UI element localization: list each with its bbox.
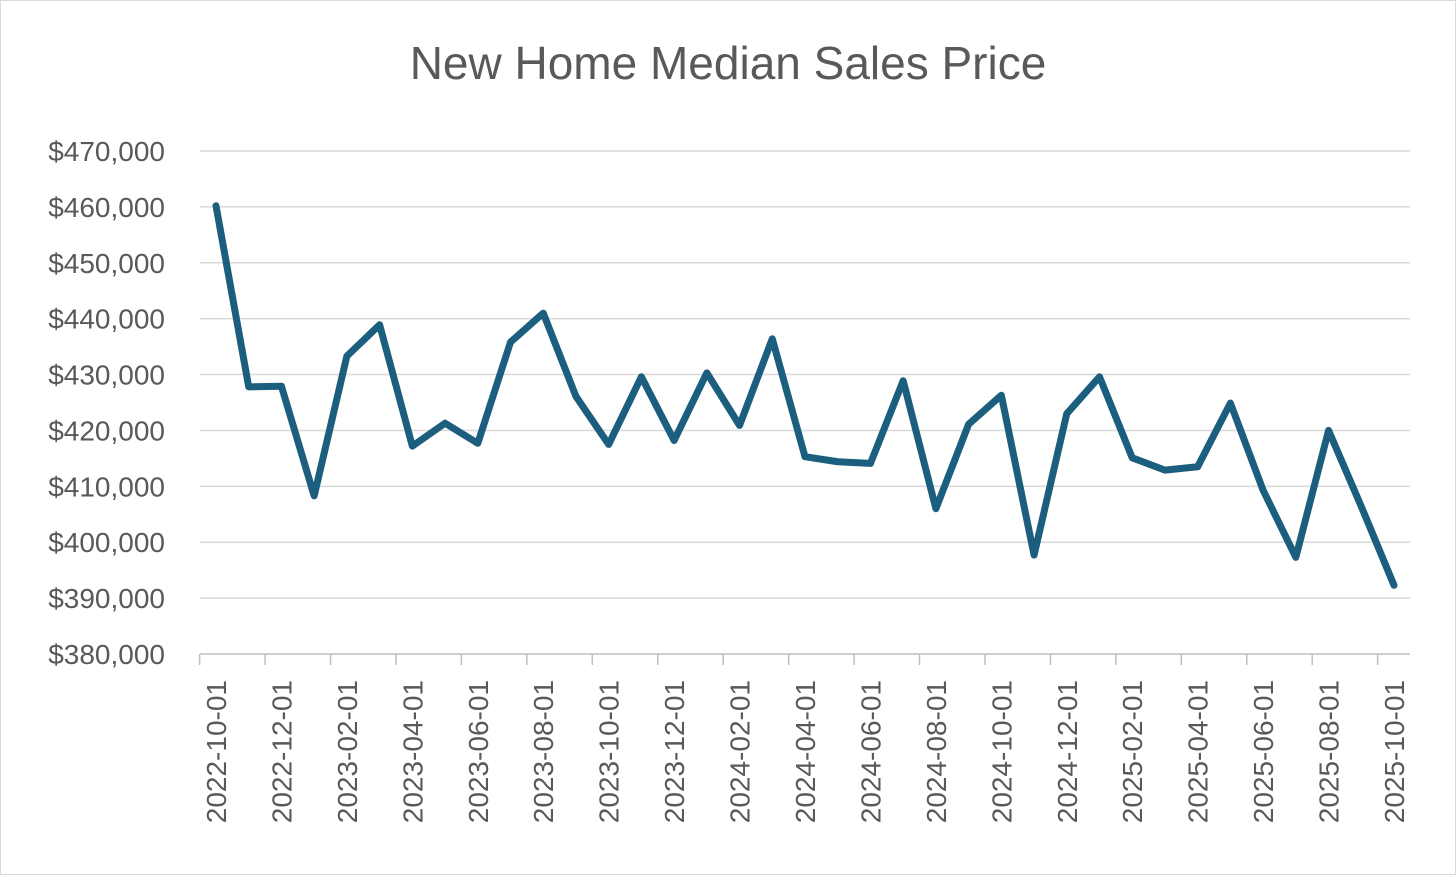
x-tick-label: 2024-12-01 — [1052, 680, 1083, 823]
x-tick-label: 2023-12-01 — [659, 680, 690, 823]
x-axis-labels: 2022-10-01 2022-12-01 2023-02-01 2023-04-01… — [201, 680, 1410, 823]
x-tick-label: 2023-02-01 — [332, 680, 363, 823]
x-tick-label: 2022-10-01 — [201, 680, 232, 823]
y-tick-label: $470,000 — [48, 136, 165, 167]
x-tick-label: 2023-10-01 — [594, 680, 625, 823]
y-tick-label: $460,000 — [48, 192, 165, 223]
y-tick-label: $450,000 — [48, 248, 165, 279]
x-tick-label: 2025-10-01 — [1379, 680, 1410, 823]
x-tick-label: 2024-06-01 — [855, 680, 886, 823]
y-tick-label: $380,000 — [48, 639, 165, 670]
y-tick-label: $430,000 — [48, 360, 165, 391]
x-tick-label: 2024-02-01 — [725, 680, 756, 823]
x-tick-label: 2024-04-01 — [790, 680, 821, 823]
y-tick-label: $410,000 — [48, 471, 165, 502]
y-tick-label: $440,000 — [48, 304, 165, 335]
chart-title: New Home Median Sales Price — [409, 37, 1047, 89]
series-line — [212, 202, 1398, 589]
x-tick-label: 2025-06-01 — [1248, 680, 1279, 823]
y-tick-label: $420,000 — [48, 415, 165, 446]
x-tick-label: 2022-12-01 — [266, 680, 297, 823]
y-tick-label: $400,000 — [48, 527, 165, 558]
x-axis — [198, 653, 1410, 665]
x-tick-label: 2024-08-01 — [921, 680, 952, 823]
x-tick-label: 2025-08-01 — [1314, 680, 1345, 823]
x-tick-label: 2023-04-01 — [397, 680, 428, 823]
y-tick-label: $390,000 — [48, 583, 165, 614]
x-tick-label: 2025-04-01 — [1183, 680, 1214, 823]
x-tick-label: 2024-10-01 — [986, 680, 1017, 823]
gridlines — [200, 150, 1410, 599]
y-axis-labels: $380,000 $390,000 $400,000 $410,000 $420,000… — [48, 136, 165, 670]
series-layer — [212, 202, 1398, 589]
x-tick-label: 2023-06-01 — [463, 680, 494, 823]
x-tick-label: 2023-08-01 — [528, 680, 559, 823]
x-tick-label: 2025-02-01 — [1117, 680, 1148, 823]
